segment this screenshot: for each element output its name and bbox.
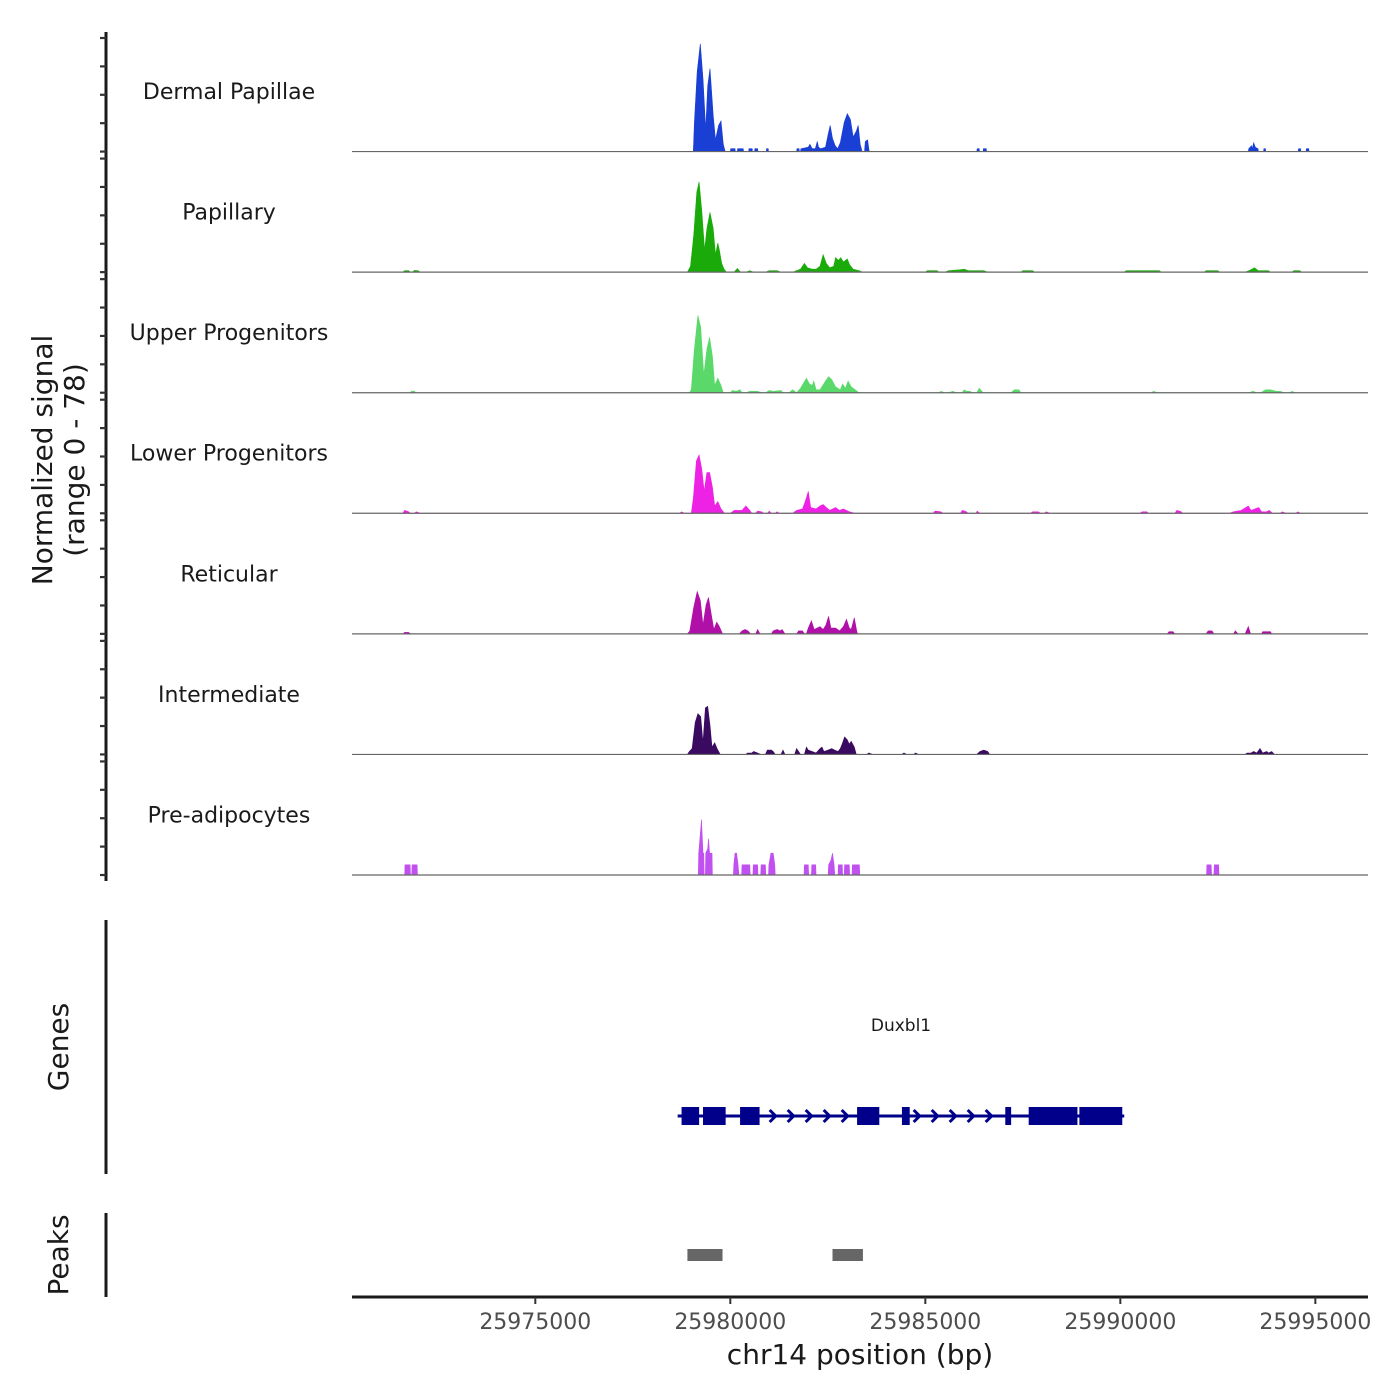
gene-exon xyxy=(681,1107,700,1125)
x-axis-title: chr14 position (bp) xyxy=(727,1338,993,1371)
x-tick-label: 25990000 xyxy=(1064,1310,1176,1335)
strand-arrow-icon xyxy=(840,1108,850,1124)
strand-arrow-icon xyxy=(912,1108,922,1124)
y-axis-title: Normalized signal xyxy=(26,335,59,586)
peak-region xyxy=(832,1249,863,1261)
genes-track-label: Genes xyxy=(42,1003,75,1091)
signal-area xyxy=(402,454,1302,514)
x-tick-label: 25985000 xyxy=(869,1310,981,1335)
x-tick-label: 25995000 xyxy=(1259,1310,1371,1335)
track-lower-progenitors: Lower Progenitors xyxy=(130,442,1368,514)
gene-name-label: Duxbl1 xyxy=(871,1016,931,1036)
strand-arrow-icon xyxy=(804,1108,814,1124)
signal-area xyxy=(401,181,1303,273)
strand-arrow-icon xyxy=(984,1108,994,1124)
strand-arrow-icon xyxy=(948,1108,958,1124)
peak-region xyxy=(687,1249,723,1261)
gene-exon xyxy=(703,1107,726,1125)
signal-area xyxy=(692,43,1310,152)
signal-area xyxy=(409,315,1296,394)
signal-area xyxy=(401,590,1273,635)
track-label: Reticular xyxy=(180,562,278,587)
track-label: Papillary xyxy=(182,201,276,226)
gene-exon xyxy=(1079,1107,1123,1125)
track-pre-adipocytes: Pre-adipocytes xyxy=(148,803,1368,876)
strand-arrow-icon xyxy=(930,1108,940,1124)
track-papillary: Papillary xyxy=(182,181,1368,273)
x-tick-label: 25980000 xyxy=(674,1310,786,1335)
peaks-track xyxy=(687,1249,863,1261)
gene-model-duxbl1 xyxy=(677,1107,1125,1125)
gene-exon xyxy=(740,1107,760,1125)
x-tick-label: 25975000 xyxy=(479,1310,591,1335)
x-axis-ticks: 25975000 25980000 25985000 25990000 25995000 xyxy=(479,1297,1371,1335)
signal-area xyxy=(404,819,1220,876)
track-label: Intermediate xyxy=(158,683,300,708)
gene-exon xyxy=(1028,1107,1078,1125)
track-upper-progenitors: Upper Progenitors xyxy=(130,315,1368,394)
track-intermediate: Intermediate xyxy=(158,683,1368,756)
gene-exon xyxy=(857,1107,880,1125)
y-axis-subtitle: (range 0 - 78) xyxy=(58,363,91,557)
coverage-y-axis-ticks xyxy=(100,36,106,877)
track-label: Dermal Papillae xyxy=(143,80,315,105)
strand-arrow-icon xyxy=(768,1108,778,1124)
strand-arrow-icon xyxy=(786,1108,796,1124)
track-label: Upper Progenitors xyxy=(130,321,329,346)
track-reticular: Reticular xyxy=(180,562,1368,635)
track-label: Pre-adipocytes xyxy=(148,803,311,828)
strand-arrow-icon xyxy=(822,1108,832,1124)
gene-exon xyxy=(901,1107,910,1125)
peaks-track-label: Peaks xyxy=(42,1214,75,1295)
signal-area xyxy=(686,705,1276,755)
gene-exon xyxy=(1005,1107,1012,1125)
track-label: Lower Progenitors xyxy=(130,442,328,467)
track-dermal-papillae: Dermal Papillae xyxy=(143,43,1368,153)
strand-arrow-icon xyxy=(966,1108,976,1124)
coverage-tracks: Dermal Papillae Papillary Upper Progenitor… xyxy=(130,43,1368,876)
